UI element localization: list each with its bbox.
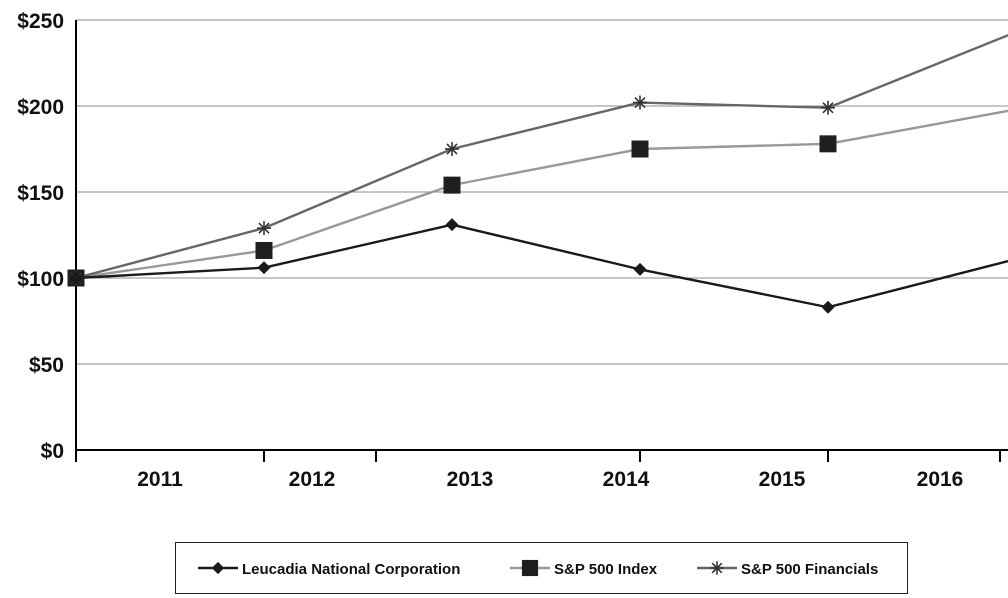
data-point xyxy=(445,218,459,232)
legend: Leucadia National Corporation S&P 500 Ind… xyxy=(175,542,908,594)
y-tick-label: $100 xyxy=(17,268,64,291)
legend-svg: Leucadia National Corporation S&P 500 Ind… xyxy=(198,559,878,578)
y-tick-label: $50 xyxy=(29,354,64,377)
legend-marker xyxy=(521,559,539,577)
x-tick-label: 2015 xyxy=(759,468,806,491)
legend-label: S&P 500 Financials xyxy=(741,561,878,578)
data-point xyxy=(819,135,837,153)
y-tick-label: $0 xyxy=(41,440,64,463)
series-line-2 xyxy=(75,33,1008,280)
x-tick-label: 2011 xyxy=(137,468,183,491)
legend-marker xyxy=(211,561,225,575)
x-tick-label: 2013 xyxy=(447,468,494,491)
legend-label: S&P 500 Index xyxy=(554,561,658,578)
data-point xyxy=(255,241,273,259)
legend-marker xyxy=(710,561,724,575)
series-line-0 xyxy=(75,223,1008,309)
y-tick-label: $250 xyxy=(17,10,64,33)
x-tick-label: 2016 xyxy=(917,468,964,491)
data-point xyxy=(633,262,647,276)
data-point xyxy=(257,221,271,236)
y-tick-label: $200 xyxy=(17,96,64,119)
y-tick-label: $150 xyxy=(17,182,64,205)
data-point xyxy=(631,140,649,158)
x-tick-label: 2012 xyxy=(289,468,336,491)
x-tick-label: 2014 xyxy=(603,468,650,491)
chart-plot: $0 $50 $100 $150 $200 $250 2011 2012 2013 2014 201… xyxy=(17,10,1008,491)
data-point xyxy=(257,261,271,275)
data-point xyxy=(821,100,835,115)
data-point xyxy=(69,271,83,285)
legend-label: Leucadia National Corporation xyxy=(242,561,460,578)
data-point xyxy=(821,300,835,314)
data-point xyxy=(633,95,647,110)
data-point xyxy=(443,176,461,194)
series-line-1 xyxy=(75,109,1008,280)
data-point xyxy=(445,142,459,156)
